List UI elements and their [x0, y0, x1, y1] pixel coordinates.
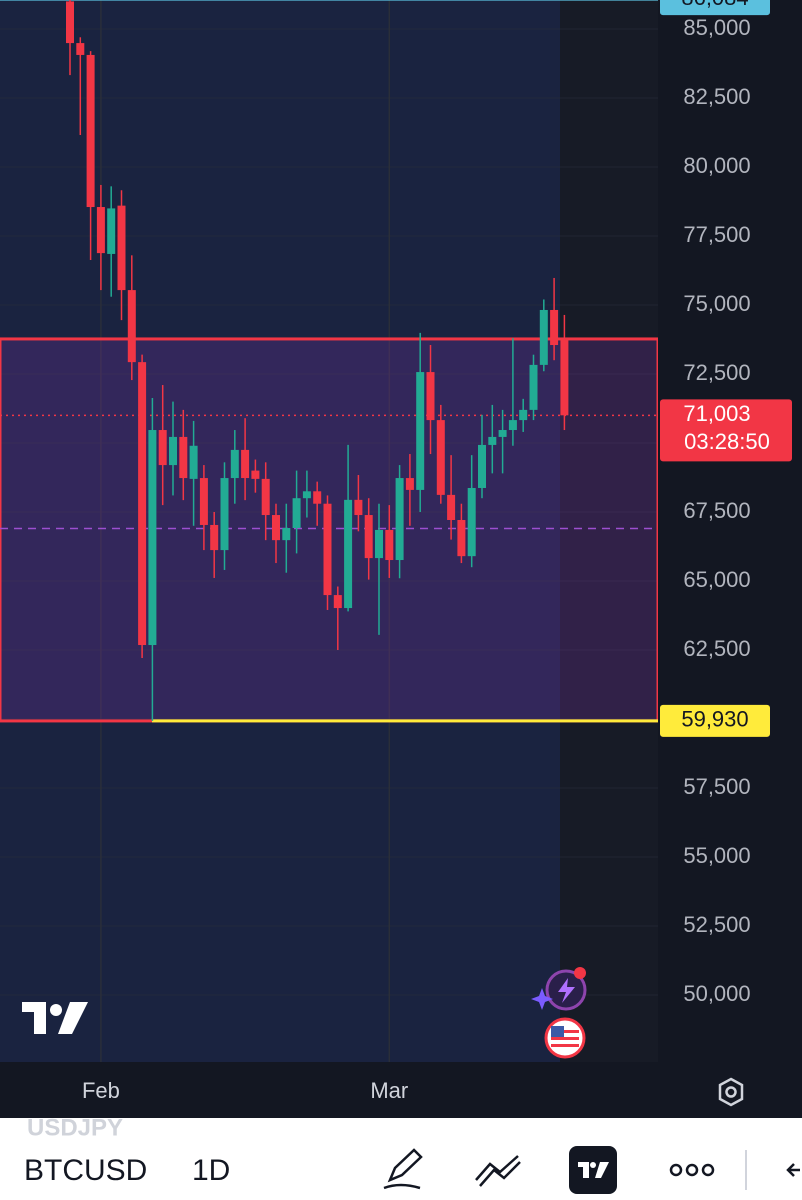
y-tick-label: 55,000 — [683, 843, 750, 868]
candle-body — [220, 478, 229, 551]
time-axis — [0, 1062, 802, 1118]
candle-body — [169, 436, 177, 466]
y-tick-label: 82,500 — [683, 84, 750, 109]
candle-body — [96, 207, 105, 254]
candle-body — [519, 409, 528, 421]
candle-body — [436, 420, 445, 495]
candle-body — [550, 309, 559, 346]
candles — [66, 0, 569, 721]
candle-body — [282, 528, 291, 541]
candle-body — [272, 515, 280, 541]
countdown-label: 03:28:50 — [684, 429, 770, 454]
candle-body — [107, 208, 116, 254]
y-tick-label: 50,000 — [683, 981, 750, 1006]
candle-body — [447, 494, 456, 521]
candle-body — [385, 529, 394, 561]
candle-body — [323, 503, 332, 596]
candle-body — [354, 499, 363, 516]
level-label: 59,930 — [681, 707, 748, 732]
candle-body — [302, 491, 311, 499]
y-tick-label: 57,500 — [683, 774, 750, 799]
y-tick-label: 52,500 — [683, 912, 750, 937]
back-button[interactable] — [786, 1163, 800, 1177]
grid — [0, 0, 658, 1062]
draw-tool-button[interactable] — [383, 1148, 423, 1190]
y-tick-label: 77,500 — [683, 222, 750, 247]
price-axis — [658, 0, 802, 1062]
settings-button[interactable] — [718, 1077, 744, 1107]
level-label-box — [660, 0, 770, 16]
candle-body — [488, 436, 497, 445]
candle-body — [467, 487, 476, 557]
candle-body — [375, 529, 383, 559]
candle-body — [241, 449, 250, 479]
toolbar — [0, 1118, 802, 1200]
last-price-label: 71,003 — [683, 401, 750, 426]
y-tick-label: 67,500 — [683, 498, 750, 523]
candle-body — [313, 491, 322, 504]
candle-body — [199, 478, 208, 525]
y-tick-label: 80,000 — [683, 153, 750, 178]
candle-body — [292, 498, 301, 529]
candle-body — [230, 449, 239, 479]
candle-body — [138, 362, 147, 646]
price-axis-labels: 50,00052,50055,00057,50060,00062,50065,0… — [660, 0, 792, 1006]
candle-body — [508, 420, 517, 431]
candle-body — [395, 478, 404, 561]
candle-body — [66, 1, 74, 44]
symbol-button[interactable]: BTCUSD — [24, 1154, 147, 1187]
secondary-symbol: USDJPY — [27, 1114, 123, 1141]
candle-body — [148, 430, 157, 646]
candle-body — [251, 470, 260, 479]
y-tick-label: 65,000 — [683, 567, 750, 592]
level-label: 86,084 — [681, 0, 748, 10]
y-tick-label: 75,000 — [683, 291, 750, 316]
x-tick-label: Feb — [82, 1078, 120, 1103]
tv-logo — [22, 1002, 88, 1034]
candle-body — [86, 54, 95, 208]
interval-button[interactable]: 1D — [192, 1154, 230, 1187]
us-flag-icon[interactable] — [544, 1017, 586, 1059]
last-price-box — [660, 399, 792, 462]
tv-button[interactable] — [569, 1146, 617, 1194]
future-area — [560, 0, 658, 1062]
candle-body — [158, 430, 167, 466]
y-tick-label: 62,500 — [683, 636, 750, 661]
candle-body — [478, 444, 486, 488]
y-tick-label: 85,000 — [683, 15, 750, 40]
level-label-box — [660, 704, 770, 737]
more-button[interactable] — [669, 1163, 715, 1177]
candle-body — [457, 520, 466, 557]
candle-body — [189, 445, 198, 479]
indicators-button[interactable] — [475, 1155, 521, 1187]
time-axis-labels: Feb Mar — [82, 1078, 408, 1103]
candle-body — [539, 309, 548, 365]
candle-body — [364, 515, 373, 559]
x-tick-label: Mar — [370, 1078, 408, 1103]
candle-body — [498, 430, 507, 437]
candle-body — [127, 290, 136, 363]
y-tick-label: 72,500 — [683, 360, 750, 385]
ai-icon[interactable] — [531, 967, 587, 1011]
candle-body — [344, 499, 353, 609]
candle-body — [261, 478, 270, 516]
candle-body — [333, 595, 342, 609]
candle-body — [416, 372, 425, 490]
candle-body — [426, 372, 435, 421]
candle-body — [529, 364, 538, 410]
candle-body — [405, 478, 414, 490]
candle-body — [117, 205, 126, 291]
candle-body — [179, 436, 188, 479]
candle-body — [210, 524, 219, 551]
candle-body — [76, 43, 85, 55]
candle-body — [560, 340, 569, 416]
